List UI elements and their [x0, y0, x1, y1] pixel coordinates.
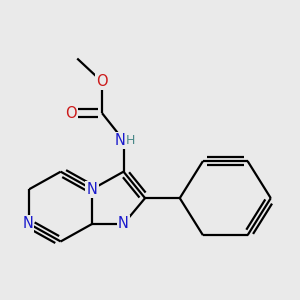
Text: H: H [126, 134, 136, 147]
Text: N: N [118, 216, 129, 231]
Text: O: O [96, 74, 108, 89]
Text: N: N [22, 216, 33, 231]
Text: N: N [87, 182, 98, 197]
Text: N: N [114, 133, 125, 148]
Text: O: O [65, 106, 76, 121]
